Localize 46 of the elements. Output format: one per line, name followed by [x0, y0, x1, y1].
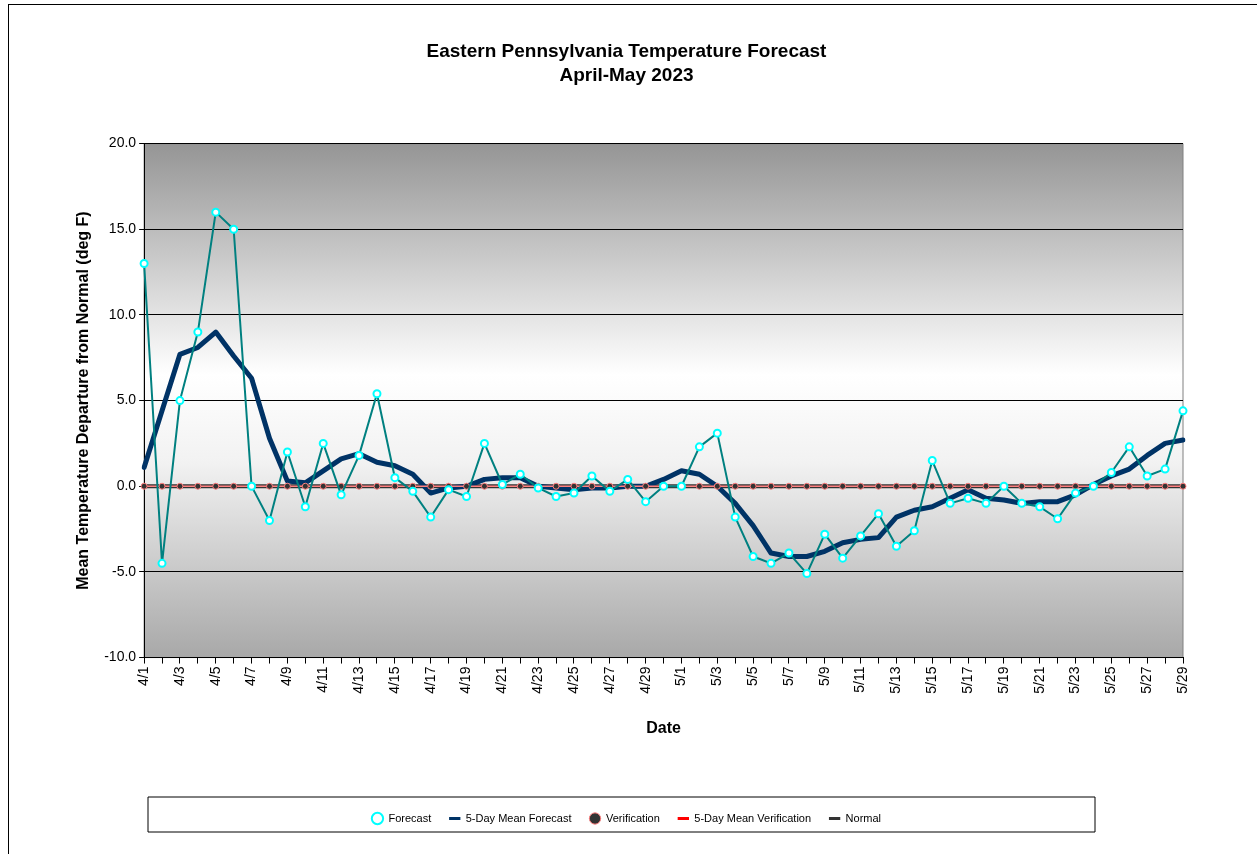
legend-label: Forecast	[388, 811, 432, 824]
x-tick-label: 5/29	[1173, 666, 1190, 694]
y-tick-label: 0.0	[116, 477, 137, 494]
x-tick-label: 5/1	[672, 666, 689, 687]
y-tick-label: -5.0	[111, 562, 137, 579]
y-tick-label: 15.0	[108, 220, 137, 237]
x-tick-label: 5/27	[1138, 666, 1155, 694]
x-tick-label: 5/21	[1030, 666, 1047, 694]
chart-subtitle: April-May 2023	[559, 64, 694, 86]
x-tick-label: 4/25	[564, 666, 581, 694]
x-tick-label: 4/15	[385, 666, 402, 694]
y-tick-label: -10.0	[104, 648, 137, 665]
x-tick-label: 4/21	[493, 666, 510, 694]
legend-label: Verification	[606, 811, 660, 824]
y-tick-label: 10.0	[108, 305, 137, 322]
x-tick-label: 5/11	[851, 666, 868, 693]
x-tick-label: 4/13	[349, 666, 366, 694]
legend-label: 5-Day Mean Forecast	[465, 811, 572, 824]
legend-label: Normal	[845, 811, 882, 824]
legend-label: 5-Day Mean Verification	[694, 811, 812, 824]
x-tick-label: 5/13	[887, 666, 904, 694]
x-tick-label: 5/3	[708, 666, 725, 687]
x-tick-label: 5/7	[779, 666, 796, 687]
x-tick-label: 4/19	[457, 666, 474, 694]
y-tick-label: 20.0	[108, 134, 137, 151]
chart-title: Eastern Pennsylvania Temperature Forecast	[426, 39, 828, 61]
x-tick-label: 4/5	[206, 666, 223, 687]
x-tick-label: 4/17	[421, 666, 438, 694]
x-tick-label: 4/11	[314, 666, 331, 693]
x-tick-label: 4/29	[636, 666, 653, 694]
y-axis-title: Mean Temperature Departure from Normal (deg F)	[74, 211, 92, 590]
x-tick-label: 5/9	[815, 666, 832, 687]
x-tick-label: 5/5	[743, 666, 760, 687]
x-tick-label: 4/23	[529, 666, 546, 694]
x-tick-label: 4/3	[170, 666, 187, 687]
x-tick-label: 4/9	[278, 666, 295, 687]
x-tick-label: 4/7	[242, 666, 259, 687]
x-tick-label: 4/27	[600, 666, 617, 694]
x-tick-label: 5/19	[994, 666, 1011, 694]
x-tick-label: 5/17	[958, 666, 975, 694]
x-tick-label: 5/15	[923, 666, 940, 694]
x-tick-label: 5/25	[1102, 666, 1119, 694]
y-tick-label: 5.0	[116, 391, 137, 408]
x-axis-title: Date	[646, 718, 681, 736]
x-tick-label: 5/23	[1066, 666, 1083, 694]
x-tick-label: 4/1	[134, 666, 151, 687]
